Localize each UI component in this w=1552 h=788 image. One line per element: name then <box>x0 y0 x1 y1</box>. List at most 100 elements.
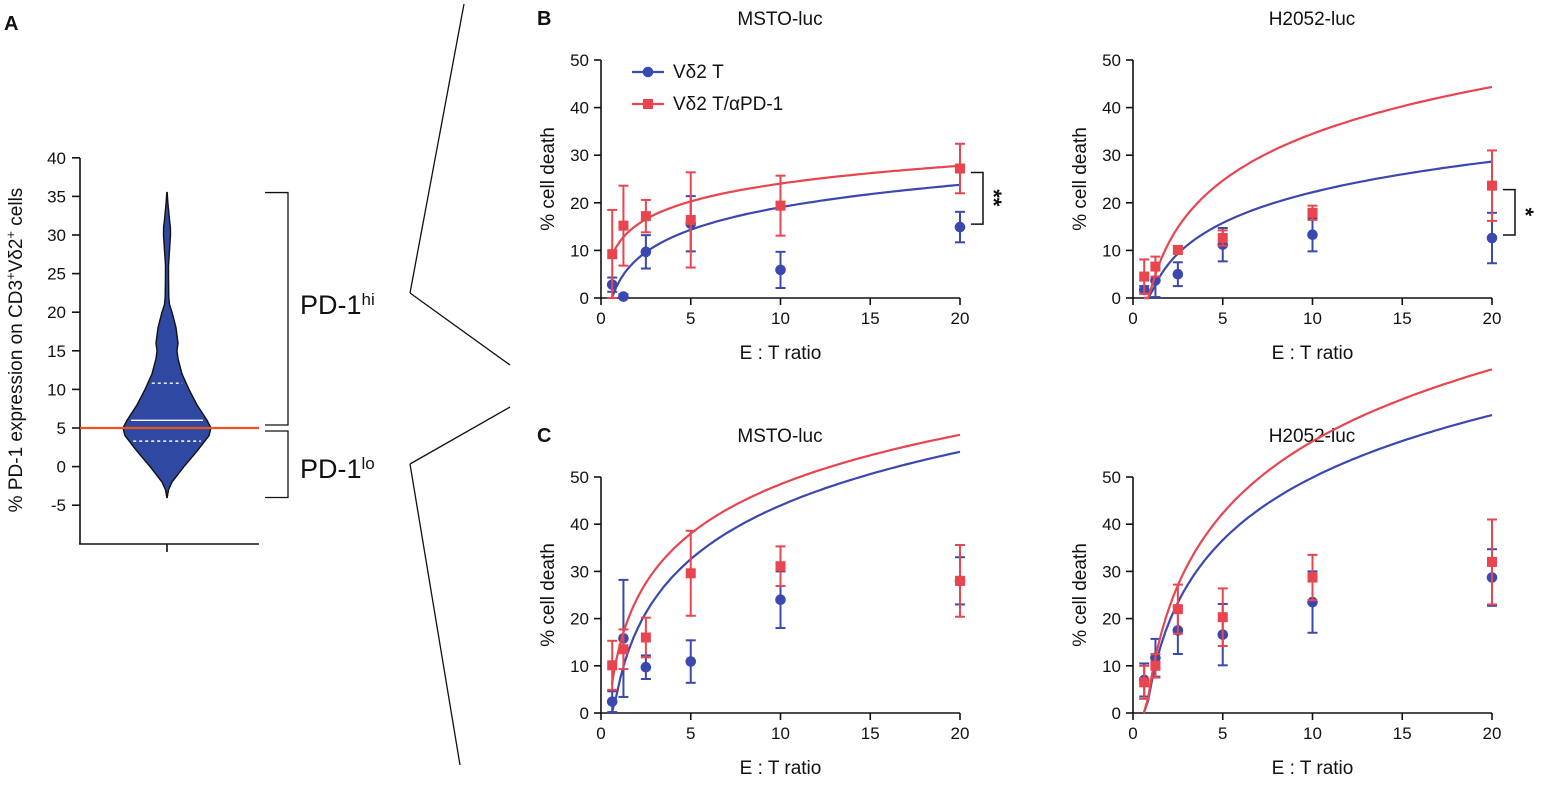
y-axis-label: % cell death <box>538 127 559 231</box>
chart-title: H2052-luc <box>1269 426 1356 447</box>
panel-a-y-tick-label: 30 <box>47 226 66 245</box>
x-axis-label: E : T ratio <box>740 343 822 364</box>
panel-c-msto-luc-chart: MSTO-luc 0 10 20 30 40 50 0 5 10 15 20 E : T ratio % … <box>538 426 969 779</box>
data-point-vd2-t-apd1 <box>640 632 651 643</box>
chart-title: MSTO-luc <box>737 426 822 447</box>
data-point-vd2-t-apd1 <box>1307 572 1318 583</box>
data-point-vd2-t-apd1 <box>1487 180 1497 191</box>
x-tick-label: 5 <box>1218 724 1227 743</box>
significance-bracket <box>971 171 984 225</box>
x-axis-label: E : T ratio <box>1272 343 1354 364</box>
data-point-vd2-t <box>775 594 786 606</box>
data-point-vd2-t <box>954 221 966 233</box>
y-tick-label: 0 <box>580 289 589 308</box>
x-tick-label: 0 <box>1128 724 1137 743</box>
x-tick-label: 0 <box>1128 309 1137 328</box>
x-tick-label: 10 <box>771 309 790 328</box>
panel-label-b: B <box>537 8 551 30</box>
data-point-vd2-t <box>1172 268 1184 280</box>
panel-a-y-axis-label: % PD-1 expression on CD3+Vδ2+ cells <box>3 188 28 513</box>
x-tick-label: 0 <box>596 309 605 328</box>
pd1-lo-label: PD-1lo <box>300 454 375 485</box>
y-tick-label: 40 <box>1102 99 1121 118</box>
connector-hi-top <box>409 3 465 294</box>
y-tick-label: 30 <box>1102 562 1121 581</box>
data-point-vd2-t-apd1 <box>775 200 786 211</box>
legend-marker-vd2-t-apd1 <box>643 99 653 109</box>
fit-curve-vd2-t <box>1143 160 1493 300</box>
panel-a-y-tick-label: 10 <box>47 380 66 399</box>
x-axis-label: E : T ratio <box>1272 758 1354 779</box>
x-axis-label: E : T ratio <box>740 758 822 779</box>
fit-curve-vd2-t-apd1 <box>1142 368 1493 714</box>
data-point-vd2-t-apd1 <box>618 220 629 231</box>
data-point-vd2-t <box>606 696 618 707</box>
data-point-vd2-t-apd1 <box>1172 604 1183 615</box>
y-tick-label: 50 <box>570 51 589 70</box>
data-point-vd2-t <box>685 656 697 667</box>
fit-curve-vd2-t-apd1 <box>610 164 961 257</box>
data-point-vd2-t-apd1 <box>1487 556 1497 567</box>
x-tick-label: 20 <box>951 309 970 328</box>
data-point-vd2-t-apd1 <box>1139 271 1150 282</box>
y-tick-label: 10 <box>570 657 589 676</box>
zoom-connector-lines <box>409 3 511 766</box>
panel-a-y-tick-label: 15 <box>47 342 66 361</box>
data-point-vd2-t-apd1 <box>607 249 618 260</box>
data-point-vd2-t-apd1 <box>1150 660 1161 671</box>
panel-a-y-tick-label: 20 <box>47 303 66 322</box>
fit-curve-vd2-t-apd1 <box>610 433 961 685</box>
y-tick-label: 0 <box>1112 704 1121 723</box>
pd1-hi-bracket <box>265 191 289 426</box>
data-point-vd2-t-apd1 <box>1172 244 1183 255</box>
data-point-vd2-t-apd1 <box>1217 612 1228 623</box>
y-axis-label: % cell death <box>1070 543 1091 647</box>
panel-a-y-tick-label: 25 <box>47 265 66 284</box>
data-point-vd2-t-apd1 <box>640 211 651 222</box>
violin-body <box>122 191 212 499</box>
x-tick-label: 10 <box>1303 724 1322 743</box>
x-tick-label: 5 <box>686 724 695 743</box>
data-point-vd2-t-apd1 <box>1307 207 1318 218</box>
x-tick-label: 15 <box>861 309 880 328</box>
significance-bracket <box>1503 188 1516 236</box>
panel-a-y-tick-label: 40 <box>47 149 66 168</box>
x-tick-label: 0 <box>596 724 605 743</box>
legend-label: Vδ2 T <box>673 62 724 83</box>
x-tick-label: 20 <box>1483 724 1502 743</box>
data-point-vd2-t <box>640 246 652 258</box>
y-tick-label: 40 <box>570 515 589 534</box>
y-tick-label: 40 <box>1102 515 1121 534</box>
x-tick-label: 10 <box>1303 309 1322 328</box>
x-tick-label: 10 <box>771 724 790 743</box>
y-tick-label: 50 <box>1102 468 1121 487</box>
y-tick-label: 10 <box>570 241 589 260</box>
y-axis-label: % cell death <box>1070 127 1091 231</box>
y-tick-label: 10 <box>1102 657 1121 676</box>
data-point-vd2-t-apd1 <box>955 575 965 586</box>
panel-b-h2052-luc-chart: H2052-luc 0 10 20 30 40 50 0 5 10 15 20 E : T ratio%… <box>1070 9 1538 364</box>
y-tick-label: 20 <box>1102 194 1121 213</box>
y-tick-label: 30 <box>1102 146 1121 165</box>
x-tick-label: 5 <box>1218 309 1227 328</box>
fit-curve-vd2-t <box>610 183 961 299</box>
pd1-hi-label: PD-1hi <box>300 290 375 321</box>
panel-a-y-tick-label: 5 <box>57 419 66 438</box>
panel-a-y-tick-label: 35 <box>47 187 66 206</box>
y-tick-label: 0 <box>580 704 589 723</box>
panel-a-violin-chart: % PD-1 expression on CD3+Vδ2+ cells PD-1… <box>3 149 375 552</box>
significance-marker: * <box>1513 208 1538 217</box>
x-tick-label: 15 <box>1393 724 1412 743</box>
y-tick-label: 40 <box>570 99 589 118</box>
data-point-vd2-t-apd1 <box>685 214 696 225</box>
fit-curve-vd2-t <box>610 450 961 714</box>
x-tick-label: 20 <box>1483 309 1502 328</box>
y-tick-label: 0 <box>1112 289 1121 308</box>
pd1-lo-bracket <box>265 430 289 499</box>
data-point-vd2-t <box>640 661 652 673</box>
connector-lo-top <box>409 406 511 465</box>
y-tick-label: 10 <box>1102 241 1121 260</box>
x-tick-label: 20 <box>951 724 970 743</box>
legend-marker-vd2-t <box>642 66 654 78</box>
